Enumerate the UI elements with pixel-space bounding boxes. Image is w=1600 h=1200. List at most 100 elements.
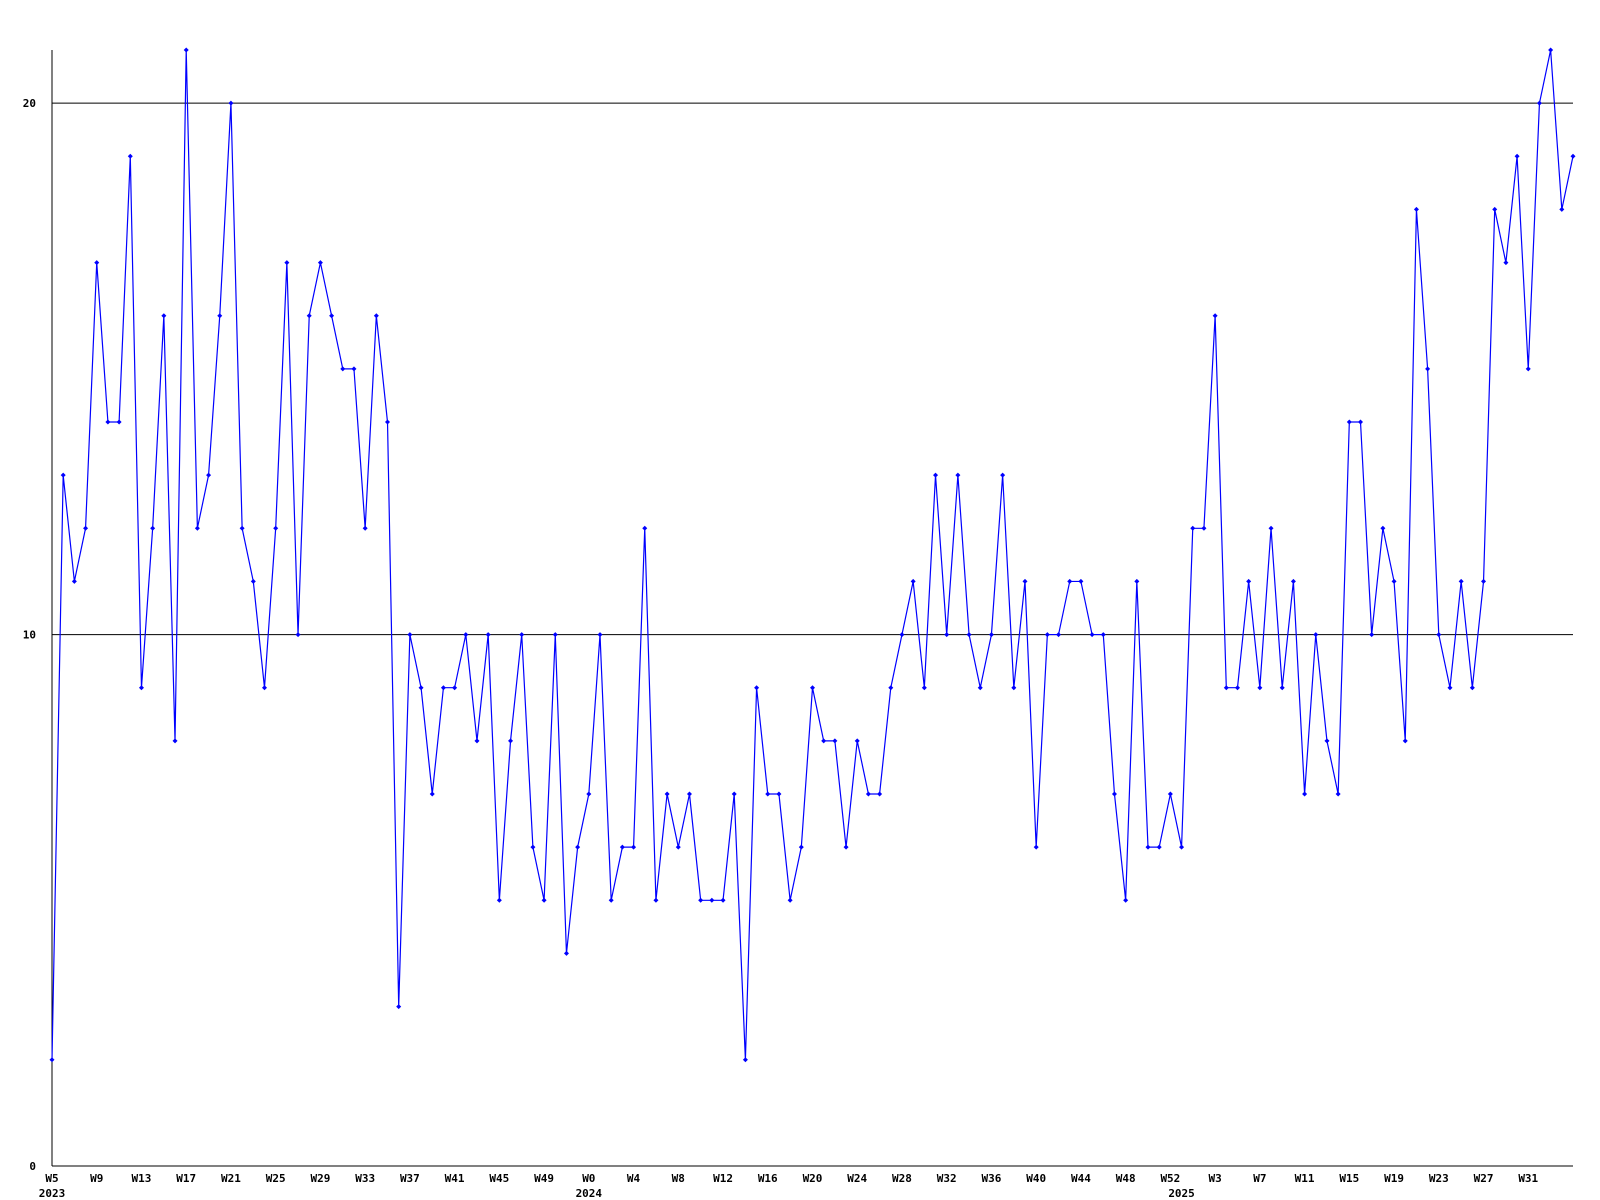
data-point	[865, 791, 871, 797]
data-point	[1246, 578, 1252, 584]
data-point	[1067, 578, 1073, 584]
x-tick-label: W16	[758, 1172, 778, 1185]
data-point	[362, 525, 368, 531]
data-point	[765, 791, 771, 797]
data-point	[1436, 632, 1442, 638]
data-point	[127, 153, 133, 159]
data-point	[49, 1057, 55, 1063]
data-point	[250, 578, 256, 584]
data-point	[966, 632, 972, 638]
data-point	[552, 632, 558, 638]
data-point	[1212, 313, 1218, 319]
data-point	[988, 632, 994, 638]
data-point	[798, 844, 804, 850]
data-point	[910, 578, 916, 584]
data-point	[877, 791, 883, 797]
data-point	[921, 685, 927, 691]
data-point	[71, 578, 77, 584]
data-point	[1022, 578, 1028, 584]
data-point	[1100, 632, 1106, 638]
data-point	[1525, 366, 1531, 372]
data-point	[317, 260, 323, 266]
data-point	[440, 685, 446, 691]
x-tick-label: W28	[892, 1172, 912, 1185]
data-point	[709, 897, 715, 903]
data-point	[183, 47, 189, 53]
data-point	[1011, 685, 1017, 691]
y-tick-label: 20	[23, 97, 36, 110]
data-point	[1179, 844, 1185, 850]
x-tick-label: W8	[672, 1172, 685, 1185]
x-tick-label: W20	[803, 1172, 823, 1185]
data-point	[686, 791, 692, 797]
data-point	[575, 844, 581, 850]
data-point	[810, 685, 815, 691]
data-point	[1503, 260, 1509, 266]
data-point	[787, 897, 793, 903]
data-point	[608, 897, 614, 903]
data-point	[1559, 206, 1565, 212]
data-point	[1190, 525, 1196, 531]
x-tick-label: W40	[1026, 1172, 1046, 1185]
data-point	[563, 950, 569, 956]
data-point	[1492, 206, 1498, 212]
data-point	[1570, 153, 1576, 159]
data-point	[83, 525, 89, 531]
x-tick-label: W3	[1208, 1172, 1221, 1185]
data-point	[821, 738, 827, 744]
x-tick-label: W36	[982, 1172, 1002, 1185]
data-point	[1290, 578, 1296, 584]
data-point	[1548, 47, 1554, 53]
data-point	[329, 313, 335, 319]
data-point	[239, 525, 245, 531]
data-point	[854, 738, 860, 744]
data-point	[351, 366, 357, 372]
data-point	[1514, 153, 1520, 159]
data-point	[340, 366, 346, 372]
data-point	[172, 738, 178, 744]
data-point	[664, 791, 670, 797]
data-point	[843, 844, 849, 850]
data-point	[955, 472, 961, 478]
data-point	[1167, 791, 1173, 797]
x-tick-label: W9	[90, 1172, 103, 1185]
data-point	[418, 685, 424, 691]
x-tick-label: W23	[1429, 1172, 1449, 1185]
data-point	[698, 897, 704, 903]
x-tick-label: W11	[1295, 1172, 1315, 1185]
x-tick-label: W27	[1474, 1172, 1494, 1185]
data-point	[1134, 578, 1140, 584]
y-tick-label: 0	[29, 1160, 36, 1173]
data-point	[452, 685, 458, 691]
data-point	[105, 419, 111, 425]
data-point	[161, 313, 167, 319]
data-point	[1123, 897, 1129, 903]
x-tick-label: W15	[1339, 1172, 1359, 1185]
data-point	[1078, 578, 1084, 584]
data-point	[1302, 791, 1308, 797]
data-point	[899, 632, 905, 638]
x-tick-label: W12	[713, 1172, 733, 1185]
data-point	[284, 260, 290, 266]
data-point	[194, 525, 200, 531]
data-point	[944, 632, 950, 638]
data-point	[485, 632, 491, 638]
x-tick-label: W41	[445, 1172, 465, 1185]
x-tick-label: W44	[1071, 1172, 1091, 1185]
data-point	[597, 632, 603, 638]
data-point	[1346, 419, 1352, 425]
data-point	[1324, 738, 1330, 744]
data-point	[619, 844, 625, 850]
data-point	[1402, 738, 1408, 744]
data-point	[429, 791, 435, 797]
x-tick-label: W48	[1116, 1172, 1136, 1185]
data-point	[150, 525, 156, 531]
data-point	[1458, 578, 1464, 584]
data-point	[1234, 685, 1240, 691]
data-point	[228, 100, 234, 106]
data-point	[631, 844, 637, 850]
data-point	[1000, 472, 1006, 478]
x-tick-label: W32	[937, 1172, 957, 1185]
data-point	[1380, 525, 1386, 531]
